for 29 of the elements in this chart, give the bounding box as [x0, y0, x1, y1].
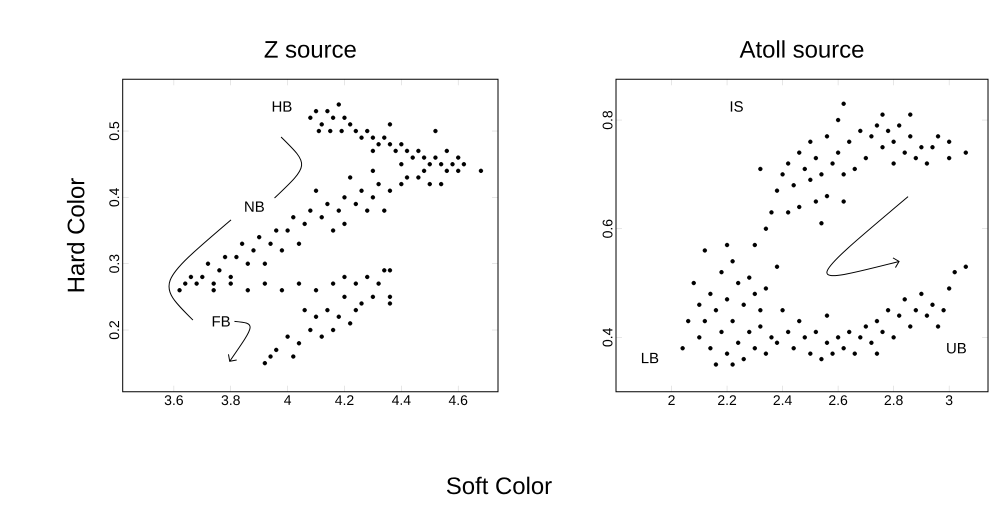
y-tick-label: 0.2 — [109, 321, 120, 340]
x-tick-label: 4 — [284, 395, 292, 405]
chart-title: Atoll source — [740, 40, 864, 58]
x-tick-label: 4.6 — [448, 395, 468, 406]
x-tick-label: 4.2 — [335, 395, 354, 405]
x-tick-label: 2.8 — [884, 395, 903, 406]
x-tick-label: 2.6 — [829, 395, 848, 406]
x-tick-label: 3 — [946, 395, 952, 406]
x-axis-title: Soft Color — [446, 476, 552, 494]
y-tick-label: 0.6 — [602, 220, 612, 238]
annotation: UB — [947, 343, 966, 354]
y-tick-label: 0.4 — [602, 328, 612, 347]
annotation: NB — [245, 202, 264, 212]
x-tick-label: 2.2 — [718, 395, 736, 405]
y-tick-label: 0.3 — [109, 254, 120, 273]
x-tick-label: 2 — [668, 395, 675, 405]
annotation: LB — [642, 352, 658, 364]
x-tick-label: 4.4 — [392, 395, 411, 405]
annotation: IS — [730, 101, 743, 112]
y-tick-label: 0.5 — [109, 122, 120, 140]
y-tick-label: 0.8 — [602, 110, 612, 130]
x-tick-label: 3.6 — [164, 395, 183, 406]
x-tick-label: 3.8 — [222, 395, 240, 406]
y-tick-label: 0.4 — [109, 188, 120, 207]
annotation: HB — [272, 101, 292, 112]
y-axis-title: Hard Color — [66, 178, 84, 292]
chart-title: Z source — [264, 41, 356, 58]
x-tick-label: 2.4 — [774, 395, 792, 405]
annotation: FB — [212, 316, 230, 327]
